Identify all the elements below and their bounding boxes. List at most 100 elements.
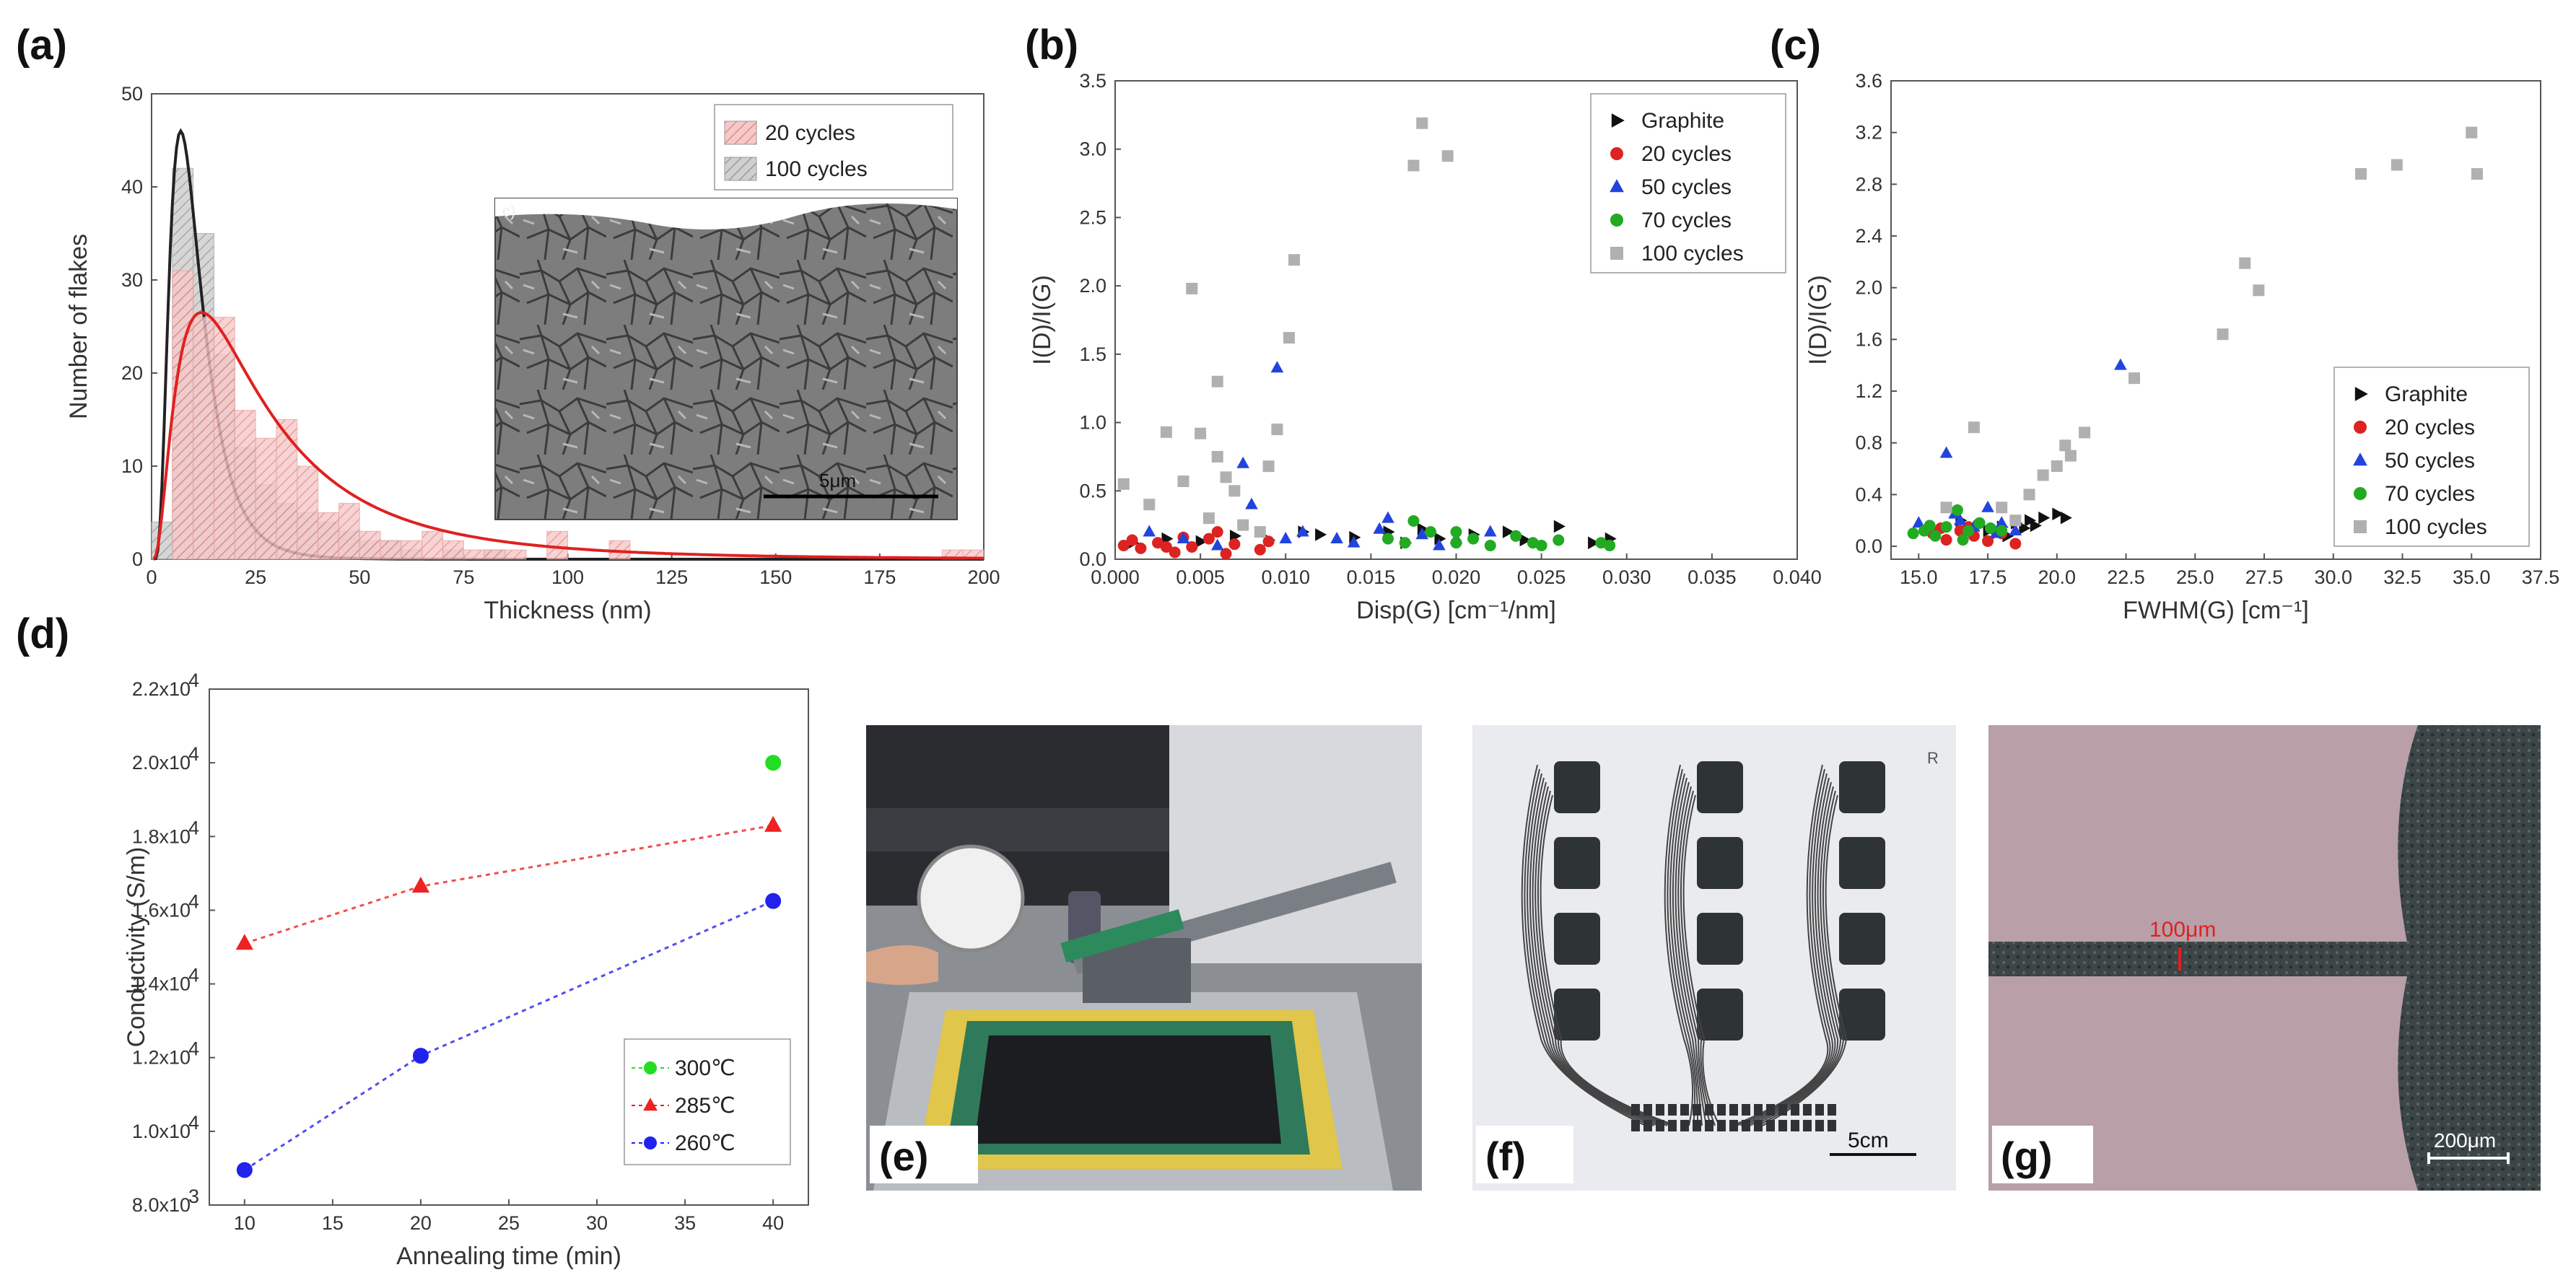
electrode-pad (1697, 837, 1743, 889)
legend-marker (2354, 387, 2368, 401)
point-285℃ (764, 815, 782, 832)
y-tick-label: 1.2 (1855, 380, 1882, 402)
point-100-cycles (2059, 439, 2071, 452)
electrode-pad (1697, 913, 1743, 965)
f-scalebar-label: 5cm (1848, 1129, 1889, 1152)
track-line (1667, 768, 1696, 1126)
point-50-cycles (2009, 523, 2022, 535)
bar-20-cycles (338, 503, 360, 560)
bar-20-cycles (463, 549, 485, 560)
point-graphite (2019, 522, 2031, 535)
point-50-cycles (1347, 535, 1361, 548)
sem-inset-image: c) 5μm (494, 198, 958, 520)
x-tick-label: 0.035 (1688, 566, 1737, 588)
x-tick-label: 0.010 (1261, 566, 1310, 588)
point-20-cycles (1211, 526, 1223, 538)
point-100-cycles (1996, 501, 2008, 514)
x-tick-label: 17.5 (1969, 566, 2007, 588)
y-tick-label: 0.5 (1079, 480, 1106, 501)
x-tick-label: 50 (349, 566, 370, 588)
connector-pad (1680, 1104, 1689, 1116)
track-line (1675, 781, 1707, 1126)
y-tick-exponent: 4 (188, 1112, 199, 1134)
point-20-cycles (1126, 534, 1138, 546)
point-graphite (2060, 511, 2072, 525)
y-tick-exponent: 4 (188, 890, 199, 912)
x-tick-label: 37.5 (2522, 566, 2560, 588)
legend-d-entry: 260℃ (675, 1131, 735, 1155)
y-tick-label: 3.0 (1079, 139, 1106, 160)
chart-b-disp-scatter: 0.000 0.005 0.010 0.015 0.020 0.025 0.030 0.035… (1029, 70, 1822, 624)
bar-20-cycles (380, 540, 402, 560)
x-tick-label: 40 (762, 1212, 784, 1234)
y-tick-exponent: 4 (188, 965, 199, 986)
x-tick-label: 15 (322, 1212, 344, 1234)
electrode-pad (1697, 989, 1743, 1041)
y-tick-label: 2.4 (1855, 225, 1882, 247)
track-line (1736, 768, 1831, 1126)
x-tick-label: 15.0 (1900, 566, 1938, 588)
connector-pad (1680, 1120, 1689, 1131)
connector-pad (1643, 1120, 1652, 1131)
x-tick-label: 35 (674, 1212, 696, 1234)
track-line (1753, 786, 1842, 1126)
x-tick-label: 150 (759, 566, 792, 588)
track-line (1532, 781, 1664, 1126)
point-graphite (1315, 528, 1327, 541)
bar-20-cycles (276, 419, 298, 560)
g-scalebar-label: 200μm (2434, 1129, 2496, 1152)
y-tick-label: 3.5 (1079, 70, 1106, 92)
connector-pad (1656, 1104, 1664, 1116)
point-100-cycles (2009, 514, 2022, 527)
bar-20-cycles (172, 270, 194, 560)
point-70-cycles (1407, 514, 1420, 527)
point-20-cycles (1160, 540, 1172, 553)
track-line (1740, 773, 1833, 1126)
point-100-cycles (2466, 126, 2478, 139)
connector-pad (1754, 1104, 1763, 1116)
track-line (1672, 777, 1703, 1126)
point-100-cycles (1160, 426, 1172, 438)
x-tick-label: 175 (863, 566, 896, 588)
connector-pad (1791, 1120, 1799, 1131)
x-tick-label: 200 (967, 566, 1000, 588)
photo-g-micrograph: 100μm 200μm (g) (1988, 725, 2541, 1191)
f-corner-mark: R (1927, 749, 1939, 767)
point-100-cycles (2355, 168, 2367, 180)
track-line (1677, 786, 1711, 1126)
y-tick-label: 2.5 (1079, 206, 1106, 228)
point-70-cycles (1382, 533, 1394, 545)
bar-20-cycles (193, 317, 214, 560)
point-100-cycles (1237, 519, 1249, 531)
point-70-cycles (1399, 537, 1411, 549)
bar-20-cycles (359, 530, 381, 560)
y-axis-label: Number of flakes (65, 234, 92, 419)
y-tick-exponent: 4 (188, 743, 199, 765)
point-graphite (2038, 511, 2051, 525)
legend-c-entry: Graphite (2385, 382, 2468, 406)
x-tick-label: 25 (498, 1212, 520, 1234)
point-20-cycles (1940, 534, 1952, 546)
track-line (1669, 773, 1699, 1126)
point-100-cycles (2129, 372, 2141, 385)
y-tick-label: 10 (121, 455, 143, 477)
point-50-cycles (1270, 361, 1284, 373)
y-tick-label: 1.5 (1079, 343, 1106, 365)
point-100-cycles (1143, 499, 1156, 511)
point-285℃ (235, 934, 253, 950)
point-graphite (1553, 520, 1566, 533)
point-50-cycles (1415, 527, 1429, 540)
legend-a-entry: 100 cycles (765, 157, 868, 181)
point-100-cycles (1220, 471, 1232, 483)
point-100-cycles (1288, 254, 1301, 266)
point-100-cycles (2391, 159, 2403, 171)
point-100-cycles (2023, 489, 2035, 501)
y-axis-label: Conductivity (S/m) (123, 847, 150, 1048)
electrode-pad-grid (1554, 761, 1885, 1041)
legend-b-entry: 50 cycles (1641, 175, 1732, 199)
connector-pad (1668, 1120, 1677, 1131)
connector-pad (1828, 1104, 1836, 1116)
legend-b-entry: 20 cycles (1641, 142, 1732, 166)
point-20-cycles (2009, 538, 2022, 550)
point-50-cycles (1296, 525, 1309, 537)
